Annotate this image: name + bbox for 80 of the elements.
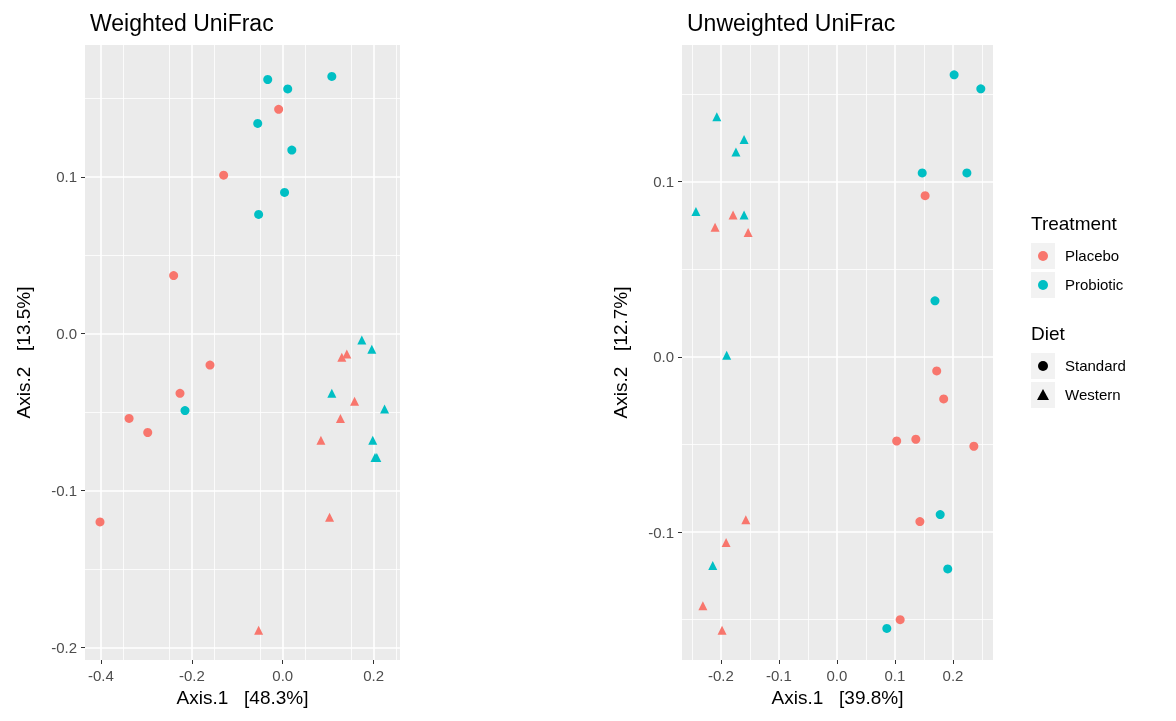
text: Diet	[1031, 323, 1066, 345]
point	[274, 104, 284, 114]
chart-title: Unweighted UniFrac	[687, 9, 896, 36]
point	[367, 344, 377, 354]
point	[263, 75, 273, 85]
point	[731, 147, 741, 157]
point	[205, 360, 215, 370]
y-tick-label: 0.0	[653, 348, 674, 366]
y-tick-label: -0.1	[51, 482, 77, 500]
point	[895, 615, 905, 625]
point	[327, 71, 337, 81]
point	[95, 517, 105, 527]
point	[337, 352, 347, 362]
point	[254, 625, 264, 635]
point	[253, 118, 263, 128]
x-tick-label: -0.2	[178, 667, 205, 684]
legend-title: Treatment	[1031, 213, 1118, 235]
point	[943, 564, 953, 574]
x-tick-label: 0.2	[363, 667, 385, 684]
point	[917, 168, 927, 178]
x-axis-title: Axis.1 [39.8%]	[771, 687, 904, 708]
point	[932, 366, 942, 376]
x-tick-label: 0.0	[272, 667, 294, 684]
point	[169, 271, 179, 281]
point	[283, 84, 293, 94]
x-axis-title: Axis.1 [48.3%]	[176, 687, 309, 708]
point	[708, 560, 718, 570]
point	[287, 145, 297, 155]
point	[743, 227, 753, 237]
point	[920, 191, 930, 201]
point	[327, 388, 337, 398]
point	[962, 168, 972, 178]
text: Western	[1065, 386, 1121, 403]
x-tick-label: -0.2	[707, 667, 734, 684]
y-tick-label: 0.0	[56, 325, 77, 343]
y-axis-title: Axis.2 [12.7%]	[610, 286, 631, 419]
x-tick-label: 0.0	[826, 667, 848, 684]
text: Standard	[1065, 357, 1126, 374]
point	[717, 625, 727, 635]
y-tick-label: 0.1	[653, 173, 674, 191]
point	[691, 206, 701, 216]
x-tick-label: 0.1	[884, 667, 906, 684]
point	[739, 135, 749, 145]
point	[316, 435, 326, 445]
point	[722, 350, 732, 360]
point	[911, 434, 921, 444]
point	[368, 435, 378, 445]
point	[342, 349, 352, 359]
point	[882, 623, 892, 633]
point	[710, 222, 720, 232]
y-tick-label: -0.1	[648, 523, 674, 541]
chart-title: Weighted UniFrac	[90, 9, 274, 36]
point	[969, 441, 979, 451]
legend-label: Probiotic	[1065, 276, 1124, 293]
point	[175, 388, 185, 398]
point	[935, 510, 945, 520]
point	[280, 187, 290, 197]
x-tick-label: 0.2	[942, 667, 964, 684]
y-tick-label: -0.2	[51, 638, 77, 656]
point	[124, 413, 134, 423]
point	[915, 517, 925, 527]
point	[254, 209, 264, 219]
x-tick-label: -0.4	[87, 667, 114, 684]
point	[219, 170, 229, 180]
y-tick-label: 0.1	[56, 168, 77, 186]
point	[930, 296, 940, 306]
point	[721, 538, 731, 548]
point	[949, 70, 959, 80]
point	[976, 84, 986, 94]
point	[325, 512, 335, 522]
x-tick-label: -0.1	[765, 667, 792, 684]
point	[180, 406, 190, 416]
point	[335, 413, 345, 423]
point	[892, 436, 902, 446]
point	[350, 396, 360, 406]
point	[143, 428, 153, 438]
point	[698, 601, 708, 611]
point	[939, 394, 949, 404]
y-axis-title: Axis.2 [13.5%]	[13, 286, 34, 419]
legend-label: Placebo	[1065, 247, 1120, 264]
